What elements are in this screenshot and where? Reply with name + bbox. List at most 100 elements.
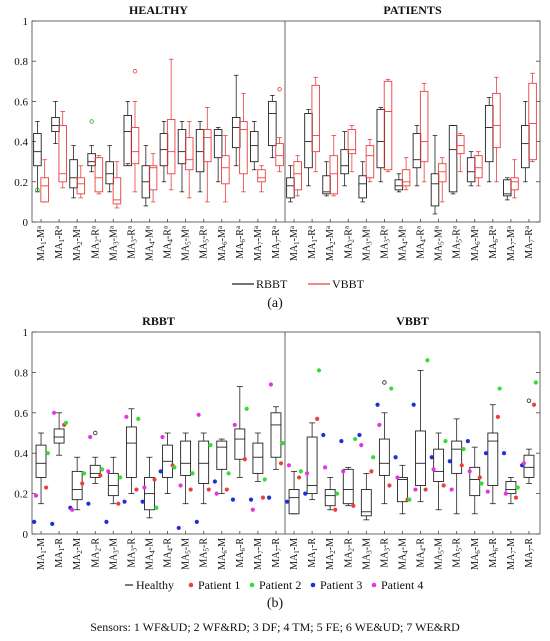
- box-iqr: [469, 466, 481, 497]
- box-healthy: [342, 466, 354, 507]
- x-tick-label: MA7-Ra: [270, 225, 283, 259]
- box-healthy: [397, 464, 408, 515]
- box-rbbt: [376, 107, 386, 183]
- legend-label: Patient 3: [320, 578, 362, 592]
- patient-point: [479, 481, 484, 486]
- patient-point: [176, 525, 181, 531]
- box-iqr: [40, 177, 49, 203]
- patient-point: [122, 499, 127, 504]
- legend-label: Patient 1: [198, 578, 240, 592]
- box-rbbt: [503, 177, 512, 201]
- box-iqr: [53, 428, 65, 444]
- box-rbbt: [521, 101, 530, 183]
- box-iqr: [510, 177, 519, 191]
- box-healthy: [234, 386, 246, 478]
- x-tick-label: MA7-M: [506, 538, 518, 570]
- y-tick-label: 0.6: [14, 96, 28, 108]
- patient-point: [369, 469, 374, 474]
- legend-swatch: [371, 582, 377, 588]
- patient-point: [387, 483, 392, 488]
- box-iqr: [195, 129, 205, 173]
- box-vbbt: [311, 76, 320, 173]
- box-vbbt: [58, 111, 67, 189]
- box-iqr: [286, 177, 295, 199]
- box-iqr: [268, 100, 277, 147]
- panel-title: HEALTHY: [129, 3, 188, 17]
- box-iqr: [293, 161, 302, 191]
- x-tick-label: MA5-Ma: [180, 225, 193, 261]
- patient-point: [521, 461, 527, 466]
- x-tick-label: MA7-R: [524, 538, 536, 568]
- y-tick-label: 0: [23, 529, 29, 541]
- patient-point: [226, 471, 231, 476]
- x-tick-label: MA3-R: [379, 538, 391, 568]
- box-iqr: [112, 177, 122, 205]
- patient-point: [503, 491, 508, 496]
- box-iqr: [484, 104, 494, 163]
- box-rbbt: [159, 121, 169, 183]
- box-iqr: [397, 476, 408, 503]
- box-iqr: [365, 145, 375, 179]
- box-iqr: [451, 440, 463, 474]
- box-iqr: [376, 108, 386, 169]
- legend-a: RBBT VBBT: [232, 277, 365, 291]
- patient-point: [443, 438, 448, 444]
- box-iqr: [76, 177, 86, 195]
- patient-point: [441, 483, 446, 488]
- legend-label: RBBT: [256, 277, 288, 291]
- x-tick-label: MA6-Ma: [469, 225, 482, 261]
- box-rbbt: [87, 145, 96, 173]
- patient-point: [86, 501, 91, 506]
- legend-swatch: [249, 582, 255, 588]
- x-tick-label: MA5-M: [181, 538, 193, 570]
- box-vbbt: [383, 78, 393, 173]
- patient-point: [80, 481, 85, 486]
- box-iqr: [505, 481, 517, 495]
- patient-point: [262, 477, 267, 482]
- patient-point: [33, 493, 39, 498]
- y-tick-label: 0.2: [14, 489, 28, 501]
- box-rbbt: [466, 151, 476, 187]
- box-iqr: [252, 442, 264, 474]
- box-rbbt: [322, 161, 331, 197]
- patient-point: [142, 485, 147, 490]
- box-iqr: [430, 173, 440, 207]
- x-tick-label: MA5-Ra: [198, 225, 211, 259]
- patient-point: [45, 451, 51, 456]
- patient-point: [160, 434, 165, 440]
- box-iqr: [521, 125, 530, 169]
- box-vbbt: [275, 137, 284, 173]
- box-healthy: [523, 448, 535, 484]
- box-iqr: [71, 470, 83, 501]
- patient-point: [172, 465, 177, 470]
- x-tick-label: MA3-R: [126, 538, 138, 568]
- box-iqr: [69, 159, 78, 189]
- x-tick-label: MA1-Ra: [306, 225, 319, 259]
- box-iqr: [257, 169, 266, 183]
- patient-point: [224, 487, 229, 492]
- x-tick-label: MA5-R: [199, 538, 211, 568]
- box-rbbt: [358, 161, 367, 203]
- box-iqr: [184, 137, 194, 171]
- patient-point: [230, 497, 236, 502]
- box-iqr: [322, 175, 331, 195]
- box-iqr: [394, 179, 404, 191]
- patient-point: [531, 402, 537, 407]
- patient-point: [423, 487, 428, 492]
- x-tick-label: MA4-Ma: [143, 225, 156, 261]
- x-tick-label: MA4-Ma: [396, 225, 409, 261]
- patient-point: [196, 412, 201, 417]
- panel-title: RBBT: [142, 314, 175, 328]
- outlier-point: [277, 87, 282, 92]
- box-iqr: [107, 472, 119, 497]
- x-tick-label: MA3-Ma: [360, 225, 373, 261]
- box-vbbt: [528, 72, 537, 163]
- y-tick-label: 0.4: [14, 448, 28, 460]
- box-vbbt: [112, 161, 122, 209]
- patient-point: [323, 465, 328, 470]
- patient-point: [341, 469, 346, 474]
- x-tick-label: MA5-R: [452, 538, 464, 568]
- x-tick-label: MA2-R: [343, 538, 355, 568]
- caption-a: (a): [267, 296, 283, 311]
- box-iqr: [306, 436, 318, 495]
